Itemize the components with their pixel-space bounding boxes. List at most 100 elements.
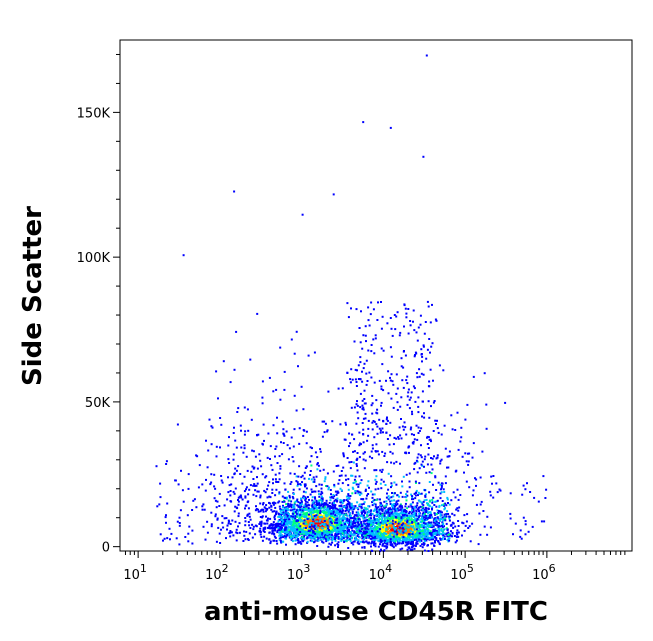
event-point (287, 520, 289, 523)
event-point (254, 524, 257, 527)
event-point (281, 506, 284, 509)
event-point (317, 464, 320, 467)
event-point (339, 514, 342, 517)
event-point (367, 427, 370, 430)
event-point (417, 508, 419, 511)
event-point (374, 505, 377, 508)
event-point (320, 487, 323, 490)
event-point (379, 498, 381, 501)
event-point (430, 514, 433, 517)
event-point (361, 399, 364, 402)
event-point (361, 546, 364, 549)
event-point (300, 511, 303, 513)
event-point (237, 500, 240, 503)
event-point (340, 539, 343, 542)
event-point (390, 373, 393, 376)
event-point (281, 522, 283, 525)
event-point (406, 548, 409, 551)
event-point (402, 542, 405, 545)
event-point (398, 495, 401, 498)
event-point (228, 462, 231, 464)
event-point (446, 528, 449, 531)
event-point (403, 325, 405, 328)
event-point (432, 521, 435, 524)
event-point (271, 468, 274, 471)
event-point (352, 534, 355, 537)
event-point (316, 504, 318, 507)
event-point (364, 520, 367, 523)
event-point (207, 449, 210, 452)
event-point (210, 425, 213, 428)
event-point (331, 538, 334, 541)
event-point (325, 499, 328, 502)
event-point (443, 491, 446, 493)
event-point (346, 457, 349, 459)
event-point (285, 533, 288, 536)
event-point (348, 523, 351, 526)
event-point (316, 509, 319, 512)
event-point (418, 430, 421, 432)
event-point (287, 522, 290, 525)
event-point (429, 512, 432, 515)
event-point (331, 510, 334, 513)
event-point (428, 500, 431, 503)
event-point (297, 505, 300, 508)
event-point (443, 538, 446, 540)
event-point (384, 522, 387, 524)
event-point (320, 525, 323, 527)
event-point (371, 447, 374, 450)
event-point (280, 521, 283, 523)
event-point (334, 538, 337, 541)
event-point (413, 506, 416, 509)
event-point (352, 520, 355, 523)
event-point (384, 506, 387, 509)
event-point (392, 535, 395, 538)
event-point (362, 536, 365, 539)
event-point (401, 529, 404, 532)
event-point (234, 520, 237, 523)
event-point (408, 407, 411, 410)
event-point (319, 524, 322, 527)
event-point (448, 519, 451, 522)
event-point (254, 509, 257, 512)
event-point (381, 520, 384, 523)
event-point (309, 531, 312, 534)
event-point (435, 518, 438, 521)
event-point (333, 519, 336, 522)
event-point (383, 524, 386, 527)
event-point (458, 506, 461, 509)
event-point (446, 535, 449, 538)
event-point (424, 529, 427, 532)
event-point (322, 536, 325, 539)
event-point (292, 536, 295, 539)
event-point (411, 509, 413, 512)
event-point (387, 533, 390, 536)
event-point (405, 493, 407, 496)
event-point (319, 469, 322, 472)
event-point (379, 538, 382, 541)
event-point (293, 506, 296, 509)
event-point (389, 317, 392, 319)
event-point (345, 495, 348, 498)
event-point (300, 500, 303, 503)
event-point (344, 513, 347, 516)
event-point (402, 540, 405, 543)
event-point (299, 483, 302, 486)
event-point (269, 496, 272, 499)
event-point (389, 514, 392, 517)
event-point (358, 529, 361, 532)
event-point (317, 490, 320, 493)
event-point (295, 529, 298, 532)
event-point (301, 536, 304, 539)
event-point (411, 538, 414, 541)
event-point (331, 513, 334, 516)
event-point (397, 522, 400, 525)
event-point (425, 493, 427, 496)
event-point (275, 510, 278, 513)
event-point (289, 472, 292, 475)
event-point (318, 516, 321, 518)
event-point (358, 444, 361, 447)
event-point (350, 474, 353, 477)
event-point (285, 503, 288, 506)
